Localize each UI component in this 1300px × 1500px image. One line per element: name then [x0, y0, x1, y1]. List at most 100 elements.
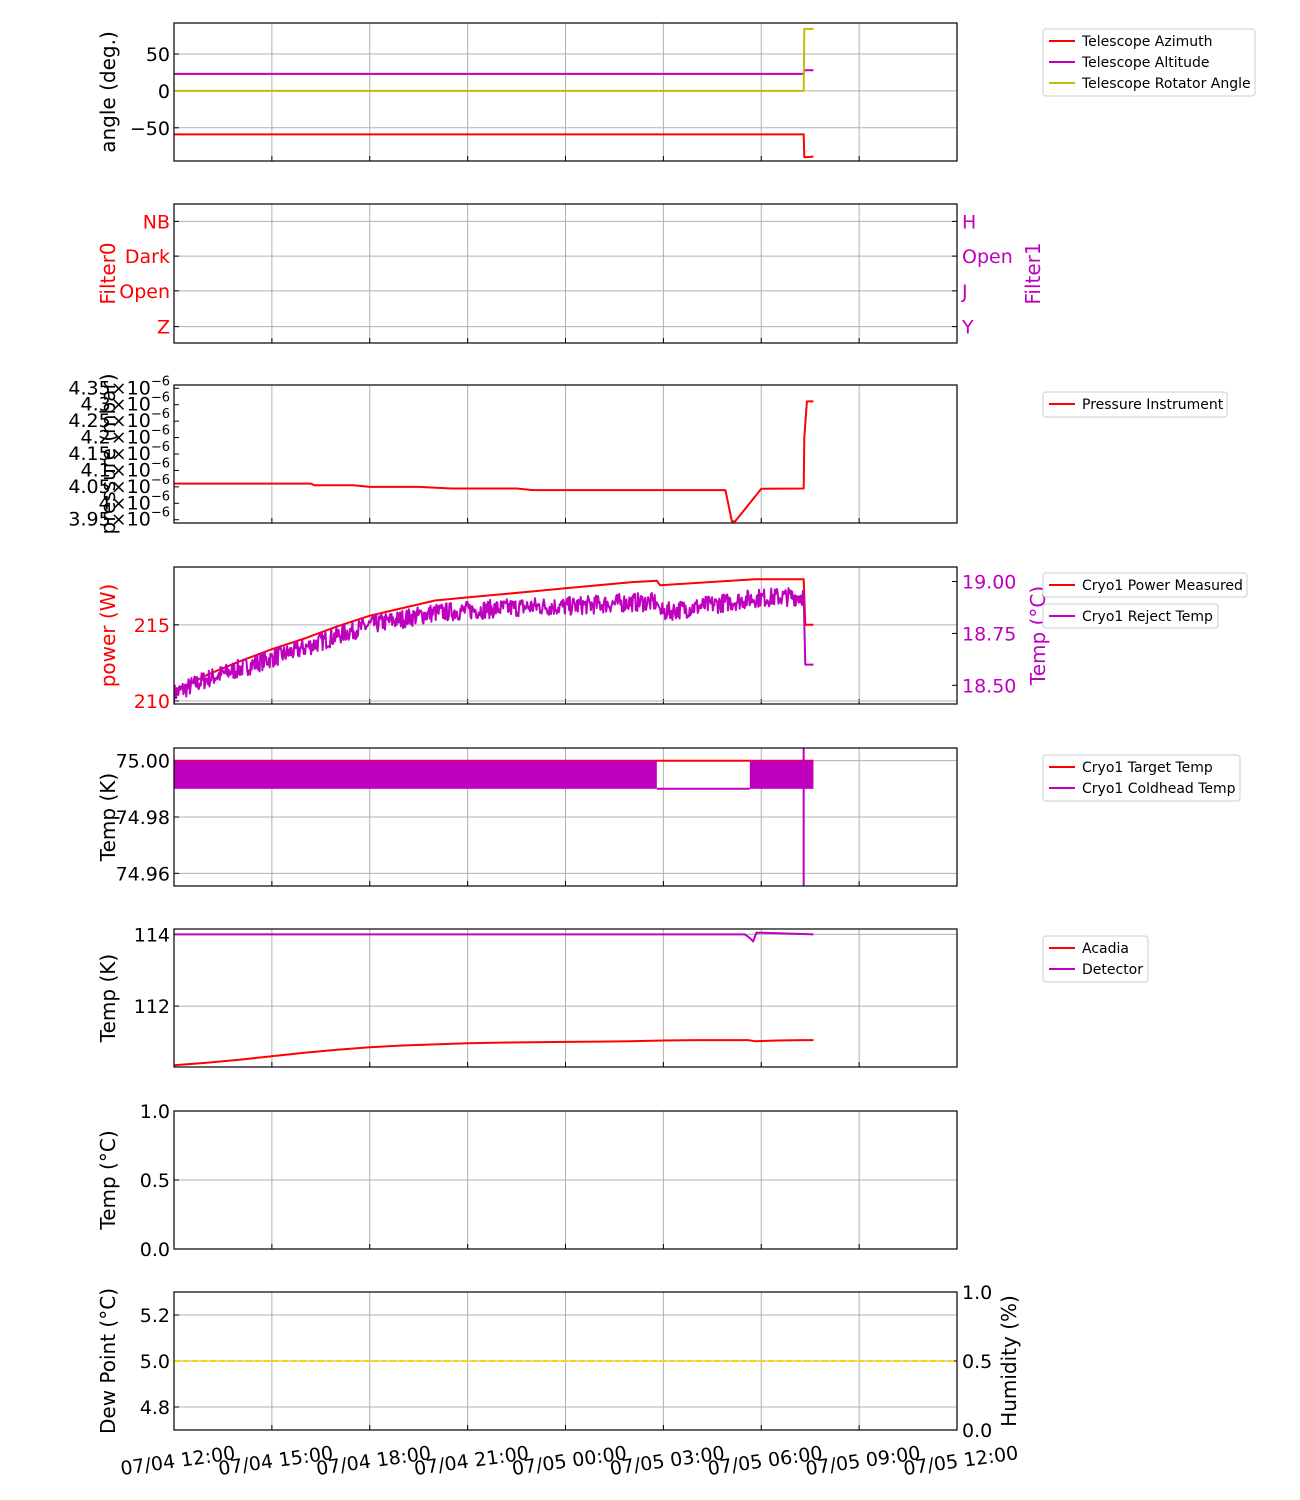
y-tick-mantissa: 4.05 [68, 476, 110, 498]
legend: Cryo1 Target Temp Cryo1 Coldhead Temp [1042, 754, 1241, 802]
y-tick-label: 4.3×10−6 [81, 391, 171, 416]
y-tick-label: 3.95×10−6 [68, 506, 170, 531]
y-tick-mantissa: 4.2 [81, 427, 111, 449]
y-axis-title-right: Temp (°C) [1026, 586, 1050, 686]
panel-acadia_detector: 112 114 Temp (K) Acadia Detector [96, 924, 1149, 1068]
y-tick-mantissa: 4.3 [81, 394, 111, 416]
legend-entry: Telescope Altitude [1081, 55, 1210, 71]
plot-frame [173, 384, 958, 524]
series-telescope-azimuth [174, 133, 814, 159]
plot-frame [173, 203, 958, 344]
plot-frame [173, 1291, 958, 1431]
legend-entry: Telescope Azimuth [1081, 34, 1212, 50]
series-cryo1-power-measured [174, 578, 814, 693]
legend-box [1042, 603, 1219, 629]
y-tick-label-right: H [962, 211, 976, 233]
panel-filters: Z Y Open J Dark Open NB H Filter0 Filter1 [96, 203, 1045, 344]
plot-frame [173, 747, 958, 887]
y-tick-label: 4.35×10−6 [68, 374, 170, 399]
y-tick-label-right: 1.0 [962, 1282, 992, 1304]
y-tick-exponent: −6 [151, 456, 170, 471]
plot-frame [173, 928, 958, 1068]
y-tick-mantissa: 4.1 [81, 459, 111, 481]
y-tick-exponent: −6 [151, 391, 170, 406]
y-tick-label: 4×10−6 [99, 489, 170, 514]
y-axis-title-right: Filter1 [1021, 242, 1045, 304]
y-tick-label-right: 18.50 [962, 675, 1016, 697]
y-tick-mantissa: 4 [99, 492, 111, 514]
y-tick-label: 215 [134, 615, 170, 637]
panel-cryo_power: 210 215 18.50 18.75 19.00 power (W) Temp (°C) C… [96, 566, 1248, 713]
y-axis-title: power (W) [96, 584, 120, 688]
y-tick-mantissa: 4.15 [68, 443, 110, 465]
y-axis-title: Temp (K) [96, 954, 120, 1043]
plot-frame [173, 22, 958, 162]
y-tick-exponent: −6 [151, 407, 170, 422]
series-pressure-instrument [174, 400, 814, 523]
series-telescope-rotator-angle [174, 27, 814, 92]
y-tick-label: 0 [158, 81, 170, 103]
y-tick-label: 1.0 [140, 1101, 170, 1123]
y-tick-label: 50 [146, 44, 170, 66]
series-telescope-altitude [174, 69, 814, 75]
legend: Cryo1 Power Measured Cryo1 Reject Temp [1042, 572, 1248, 629]
y-tick-label: 210 [134, 691, 170, 713]
y-axis-title: Dew Point (°C) [96, 1288, 120, 1434]
series-group [174, 748, 814, 886]
legend-entry: Telescope Rotator Angle [1081, 76, 1251, 92]
legend-box [1042, 391, 1228, 418]
y-tick-label: 74.96 [116, 863, 170, 885]
panel-telescope: −50 0 50 angle (deg.) Telescope Azimuth Teles… [96, 22, 1256, 162]
y-tick-suffix: ×10 [111, 427, 151, 449]
y-tick-label: 0.5 [140, 1170, 170, 1192]
y-axis-title: Filter0 [96, 242, 120, 304]
legend: Pressure Instrument [1042, 391, 1228, 418]
legend-entry: Pressure Instrument [1082, 397, 1224, 413]
y-axis-title: Temp (°C) [96, 1130, 120, 1230]
y-tick-suffix: ×10 [111, 377, 151, 399]
y-tick-label: NB [143, 211, 170, 233]
y-tick-suffix: ×10 [111, 443, 151, 465]
y-tick-suffix: ×10 [111, 476, 151, 498]
y-tick-suffix: ×10 [111, 509, 151, 531]
y-axis-title: angle (deg.) [96, 31, 120, 153]
series-cryo1-reject-temp [174, 587, 814, 704]
y-tick-exponent: −6 [151, 473, 170, 488]
x-tick-label: 07/05 12:00 [902, 1442, 1019, 1480]
legend-entry: Acadia [1082, 941, 1129, 957]
y-tick-label-right: Y [961, 317, 974, 339]
legend-entry: Cryo1 Coldhead Temp [1082, 781, 1236, 797]
y-tick-label: 4.25×10−6 [68, 407, 170, 432]
y-tick-label: 4.15×10−6 [68, 440, 170, 465]
y-tick-label: 114 [134, 924, 170, 946]
y-axis-title: Temp (K) [96, 773, 120, 862]
y-tick-suffix: ×10 [111, 492, 151, 514]
y-tick-label: Z [157, 317, 170, 339]
y-tick-mantissa: 4.25 [68, 410, 110, 432]
y-tick-label: 4.8 [140, 1397, 170, 1419]
y-tick-label-right: 18.75 [962, 623, 1016, 645]
panel-pressure: 3.95×10−64×10−64.05×10−64.1×10−64.15×10−… [68, 373, 1228, 535]
y-tick-exponent: −6 [151, 489, 170, 504]
y-tick-label: −50 [130, 118, 170, 140]
y-tick-label-right: 19.00 [962, 572, 1016, 594]
y-tick-label: 5.0 [140, 1351, 170, 1373]
panel-dew_point: 4.8 5.0 5.2 0.0 0.5 1.0 Dew Point (°C) Humidity… [96, 1282, 1021, 1442]
plot-frame [173, 566, 958, 705]
series-group [174, 931, 814, 1067]
y-axis-title: pressure (mbar) [96, 373, 120, 534]
series-group [174, 578, 814, 704]
y-tick-label: 4.1×10−6 [81, 456, 171, 481]
legend-box [1042, 572, 1248, 598]
series-acadia [174, 1039, 814, 1067]
y-tick-label: Dark [125, 246, 170, 268]
y-tick-label: 4.2×10−6 [81, 424, 171, 449]
legend-entry: Detector [1082, 962, 1143, 978]
y-tick-label-right: Open [962, 246, 1013, 268]
y-tick-suffix: ×10 [111, 459, 151, 481]
series-group [174, 400, 814, 523]
legend-box [1042, 28, 1256, 97]
y-tick-exponent: −6 [151, 374, 170, 389]
y-tick-label-right: 0.0 [962, 1420, 992, 1442]
